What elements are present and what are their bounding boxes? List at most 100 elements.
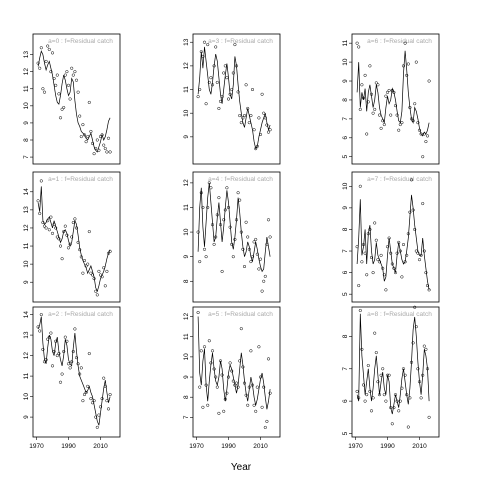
panel-title: a=0 : f=Residual catch [48, 38, 113, 45]
data-point [63, 224, 67, 228]
x-tick-label: 1990 [221, 443, 236, 450]
y-tick-label: 6 [342, 399, 349, 403]
data-point [368, 227, 372, 231]
y-tick-label: 12 [23, 352, 30, 360]
data-point [389, 251, 393, 255]
data-point [408, 105, 412, 110]
data-point [228, 361, 232, 365]
data-point [204, 383, 208, 387]
data-point [225, 391, 229, 395]
data-point [220, 269, 224, 273]
data-point [223, 208, 227, 212]
data-point [376, 258, 380, 262]
data-point [36, 325, 40, 329]
data-point [89, 129, 93, 134]
data-point [425, 134, 430, 138]
data-point [405, 393, 409, 397]
data-point [38, 66, 42, 70]
data-point [414, 249, 418, 253]
data-point [246, 235, 250, 239]
data-point [400, 386, 404, 390]
data-point [225, 76, 229, 80]
data-point [102, 266, 106, 270]
data-point [86, 135, 90, 139]
data-point [406, 425, 410, 429]
x-tick-label: 1990 [380, 443, 395, 450]
data-point [393, 104, 398, 108]
data-point [258, 257, 263, 261]
data-point [217, 411, 221, 415]
data-point [68, 242, 72, 246]
data-point [250, 255, 255, 259]
y-tick-label: 13 [183, 38, 190, 46]
data-point [198, 87, 202, 92]
data-point [257, 116, 261, 120]
data-point [263, 425, 267, 430]
data-point [108, 249, 112, 254]
panel-frame [32, 171, 121, 303]
data-point [55, 73, 59, 77]
data-point [365, 273, 369, 277]
data-point [360, 260, 364, 264]
data-point [397, 128, 401, 132]
data-point [42, 360, 47, 364]
data-point [36, 199, 40, 203]
data-point [384, 399, 388, 403]
data-point [71, 73, 75, 77]
data-point [406, 62, 410, 66]
data-point [377, 393, 382, 397]
panel-8: a=8 : f=Residual catch 5 6 7 8 1970 1990 2010 [342, 305, 440, 450]
data-point [82, 393, 87, 397]
data-point [246, 106, 250, 111]
data-point [247, 247, 251, 251]
data-point [424, 140, 428, 144]
y-tick-label: 13 [23, 51, 30, 59]
y-tick-label: 10 [342, 182, 349, 190]
data-point [390, 88, 394, 93]
data-point [401, 367, 406, 371]
data-point [422, 249, 426, 253]
data-point [392, 406, 396, 410]
x-tick-label: 1970 [189, 443, 204, 450]
data-point [102, 143, 106, 147]
y-tick-label: 8 [342, 334, 349, 338]
data-point [103, 146, 107, 151]
data-point [49, 215, 53, 219]
data-point [371, 271, 375, 275]
data-point [414, 325, 418, 329]
data-point [393, 393, 398, 397]
data-point [262, 279, 266, 283]
y-tick-label: 9 [342, 79, 349, 83]
panel-title: a=6 : f=Residual catch [367, 38, 432, 45]
y-tick-label: 7 [183, 415, 190, 419]
data-point [244, 220, 248, 224]
data-point [371, 396, 375, 400]
data-point [39, 179, 43, 183]
data-point [222, 71, 226, 75]
data-point [38, 329, 42, 333]
data-point [355, 245, 359, 249]
data-point [233, 383, 237, 387]
data-point [357, 396, 361, 400]
y-tick-label: 5 [342, 431, 349, 435]
data-point [355, 41, 359, 45]
data-point [97, 269, 101, 273]
y-tick-label: 11 [183, 333, 190, 340]
panel-frame [192, 171, 281, 303]
data-point [252, 403, 256, 407]
data-point [258, 132, 263, 137]
data-point [78, 372, 82, 376]
data-point [361, 96, 366, 100]
data-point [52, 349, 56, 354]
data-point [409, 360, 414, 364]
data-point [408, 396, 412, 400]
data-point [239, 230, 243, 234]
data-point [82, 258, 87, 263]
data-point [60, 107, 64, 111]
y-tick-label: 11 [183, 204, 190, 211]
data-point [106, 136, 111, 140]
data-point [238, 114, 242, 118]
data-point [218, 223, 223, 227]
data-point [425, 367, 430, 371]
data-point [411, 119, 415, 123]
